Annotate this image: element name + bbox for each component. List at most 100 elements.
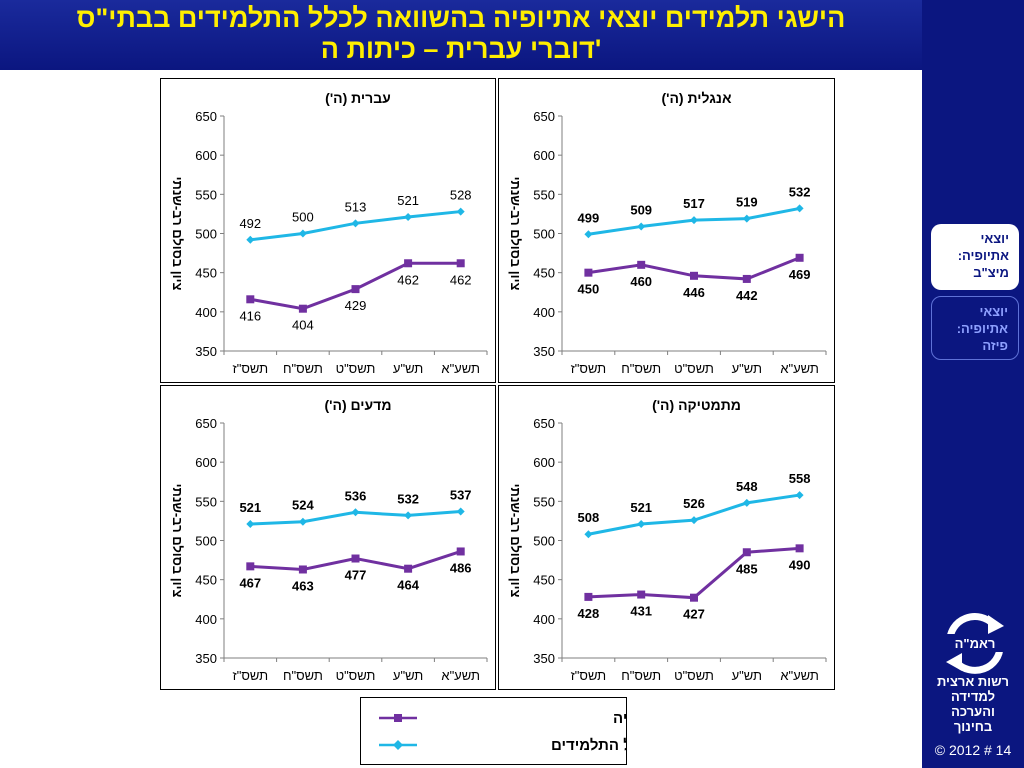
x-tick-label: תשע"א xyxy=(780,361,819,376)
x-tick-label: תשס"ז xyxy=(571,361,607,376)
data-label: 429 xyxy=(345,298,367,313)
y-tick-label: 500 xyxy=(533,534,555,549)
y-tick-label: 400 xyxy=(533,612,555,627)
data-point xyxy=(298,517,307,526)
data-label: 416 xyxy=(239,308,261,323)
data-point xyxy=(404,259,413,268)
data-label: 513 xyxy=(345,199,367,214)
data-label: 427 xyxy=(683,607,705,622)
data-point xyxy=(742,214,751,223)
data-point xyxy=(351,285,360,294)
data-label: 519 xyxy=(736,195,758,210)
data-point xyxy=(246,235,255,244)
chart-math: מתמטיקה (ה') ציון בסולם רב-שנתי 350 400 450 5… xyxy=(508,397,827,683)
x-tick-label: תשע"א xyxy=(441,361,480,376)
data-point xyxy=(742,274,751,283)
y-tick-label: 500 xyxy=(533,227,555,242)
data-point xyxy=(404,213,413,222)
data-label: 404 xyxy=(292,318,314,333)
data-point xyxy=(795,204,804,213)
data-label: 521 xyxy=(397,193,419,208)
x-tick-label: תשס"ט xyxy=(674,668,714,683)
data-point xyxy=(404,511,413,520)
x-tick-label: תש"ע xyxy=(393,361,423,376)
data-label: 536 xyxy=(345,488,367,503)
y-tick-label: 600 xyxy=(195,148,217,163)
data-point xyxy=(246,295,255,304)
x-tick-label: תשס"ז xyxy=(571,668,607,683)
chart-title: מתמטיקה (ה') xyxy=(652,397,741,413)
y-axis-label: ציון בסולם רב-שנתי xyxy=(508,484,523,598)
legend-marker-ethiopia xyxy=(394,714,402,722)
chart-legend: תלמידים יוצאי אתיופיה כלל התלמידים xyxy=(360,697,766,765)
data-label: 467 xyxy=(239,575,261,590)
chart-panel-hebrew: עברית (ה') ציון בסולם רב-שנתי 350 400 450 500… xyxy=(160,78,496,383)
slide-title-line2: דוברי עברית – כיתות ה' xyxy=(320,34,602,64)
y-tick-label: 400 xyxy=(195,305,217,320)
y-tick-label: 450 xyxy=(195,266,217,281)
data-label: 462 xyxy=(397,272,419,287)
data-point xyxy=(637,590,646,599)
x-tick-label: תשס"ח xyxy=(621,361,661,376)
legend-label-ethiopia: תלמידים יוצאי אתיופיה xyxy=(613,710,626,727)
y-axis-label: ציון בסולם רב-שנתי xyxy=(508,177,523,291)
legend-svg: תלמידים יוצאי אתיופיה כלל התלמידים xyxy=(379,710,766,754)
slide-title-bar: הישגי תלמידים יוצאי אתיופיה בהשוואה לכלל… xyxy=(0,0,922,70)
data-point xyxy=(298,229,307,238)
data-label: 509 xyxy=(630,202,652,217)
nav-label-line: יוצאי xyxy=(980,231,1009,246)
chart-title: עברית (ה') xyxy=(325,90,391,106)
data-point xyxy=(584,268,593,277)
nav-label-line: מיצ"ב xyxy=(973,265,1009,280)
data-point xyxy=(584,530,593,539)
data-point xyxy=(456,207,465,216)
data-point xyxy=(795,544,804,553)
data-point xyxy=(584,230,593,239)
data-label: 446 xyxy=(683,285,705,300)
data-point xyxy=(456,507,465,516)
y-tick-label: 650 xyxy=(533,416,555,431)
y-tick-label: 550 xyxy=(533,187,555,202)
data-point xyxy=(351,219,360,228)
y-tick-label: 550 xyxy=(195,494,217,509)
data-label: 485 xyxy=(736,561,758,576)
y-tick-label: 350 xyxy=(195,651,217,666)
y-tick-label: 650 xyxy=(195,416,217,431)
chart-panel-math: מתמטיקה (ה') ציון בסולם רב-שנתי 350 400 450 5… xyxy=(498,385,835,690)
x-tick-label: תשס"ח xyxy=(283,668,323,683)
y-tick-label: 600 xyxy=(533,148,555,163)
data-point xyxy=(456,547,465,556)
chart-panel-english: אנגלית (ה') ציון בסולם רב-שנתי 350 400 450 50… xyxy=(498,78,835,383)
slide-footer: © 2012 # 14 xyxy=(934,742,1012,758)
x-tick-label: תשס"ז xyxy=(233,668,269,683)
y-tick-label: 550 xyxy=(195,187,217,202)
data-label: 477 xyxy=(345,568,367,583)
x-tick-label: תש"ע xyxy=(732,668,762,683)
data-label: 431 xyxy=(630,604,652,619)
data-point xyxy=(637,520,646,529)
data-point xyxy=(795,491,804,500)
y-tick-label: 350 xyxy=(533,344,555,359)
logo-badge xyxy=(946,634,1004,652)
y-tick-label: 400 xyxy=(533,305,555,320)
y-tick-label: 450 xyxy=(195,573,217,588)
data-label: 528 xyxy=(450,188,472,203)
data-label: 464 xyxy=(397,578,419,593)
data-label: 524 xyxy=(292,498,314,513)
logo-text-line: למדידה xyxy=(950,689,996,704)
nav-button-pisa[interactable]: יוצאי אתיופיה: פיזה xyxy=(931,296,1019,360)
y-tick-label: 400 xyxy=(195,612,217,627)
data-point xyxy=(690,271,698,280)
data-point xyxy=(351,508,360,517)
logo-badge-text: ראמ"ה xyxy=(955,636,996,651)
y-tick-label: 550 xyxy=(533,494,555,509)
data-point xyxy=(690,593,698,602)
data-point xyxy=(584,592,593,601)
data-label: 450 xyxy=(578,282,600,297)
y-tick-label: 350 xyxy=(195,344,217,359)
x-tick-label: תש"ע xyxy=(393,668,423,683)
x-tick-label: תשע"א xyxy=(780,668,819,683)
nav-button-mitzav[interactable]: יוצאי אתיופיה: מיצ"ב xyxy=(931,224,1019,290)
nav-label-line: יוצאי xyxy=(979,304,1008,319)
logo-text-line: והערכה xyxy=(951,704,995,719)
